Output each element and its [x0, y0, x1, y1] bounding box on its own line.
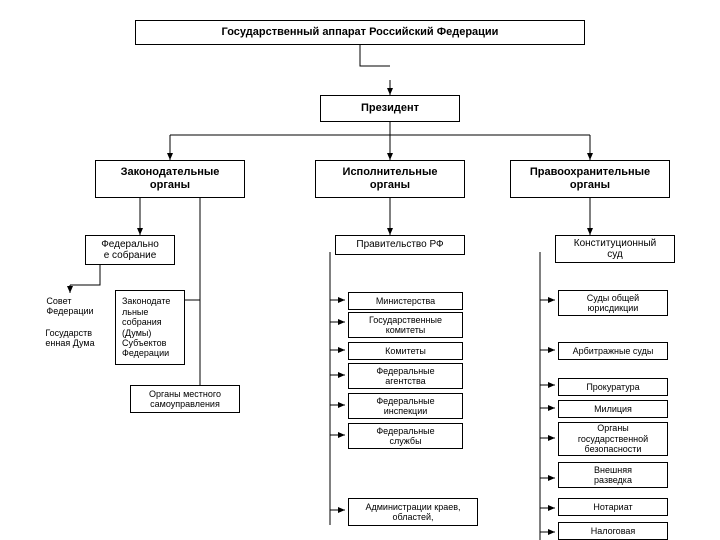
root-title: Государственный аппарат Российский Федер…	[135, 20, 585, 45]
arbitrage-courts: Арбитражные суды	[558, 342, 668, 360]
ministries: Министерства	[348, 292, 463, 310]
regional-admin: Администрации краев, областей,	[348, 498, 478, 526]
law-enforcement-branch: Правоохранительные органы	[510, 160, 670, 198]
militia: Милиция	[558, 400, 668, 418]
regional-assemblies: Законодате льные собрания (Думы) Субъект…	[115, 290, 185, 365]
prosecutor-office: Прокуратура	[558, 378, 668, 396]
federal-inspections: Федеральные инспекции	[348, 393, 463, 419]
state-security: Органы государственной безопасности	[558, 422, 668, 456]
federal-assembly: Федерально е собрание	[85, 235, 175, 265]
general-courts: Суды общей юрисдикции	[558, 290, 668, 316]
foreign-intelligence: Внешняя разведка	[558, 462, 668, 488]
tax-service: Налоговая	[558, 522, 668, 540]
state-committees: Государственные комитеты	[348, 312, 463, 338]
federal-services: Федеральные службы	[348, 423, 463, 449]
local-government: Органы местного самоуправления	[130, 385, 240, 413]
legislative-branch: Законодательные органы	[95, 160, 245, 198]
council-federation: Совет Федерации	[35, 293, 105, 319]
connector-lines	[0, 0, 720, 540]
committees: Комитеты	[348, 342, 463, 360]
federal-agencies: Федеральные агентства	[348, 363, 463, 389]
state-duma: Государств енная Дума	[35, 325, 105, 351]
government-rf: Правительство РФ	[335, 235, 465, 255]
constitutional-court: Конституционный суд	[555, 235, 675, 263]
president-box: Президент	[320, 95, 460, 122]
notary: Нотариат	[558, 498, 668, 516]
executive-branch: Исполнительные органы	[315, 160, 465, 198]
